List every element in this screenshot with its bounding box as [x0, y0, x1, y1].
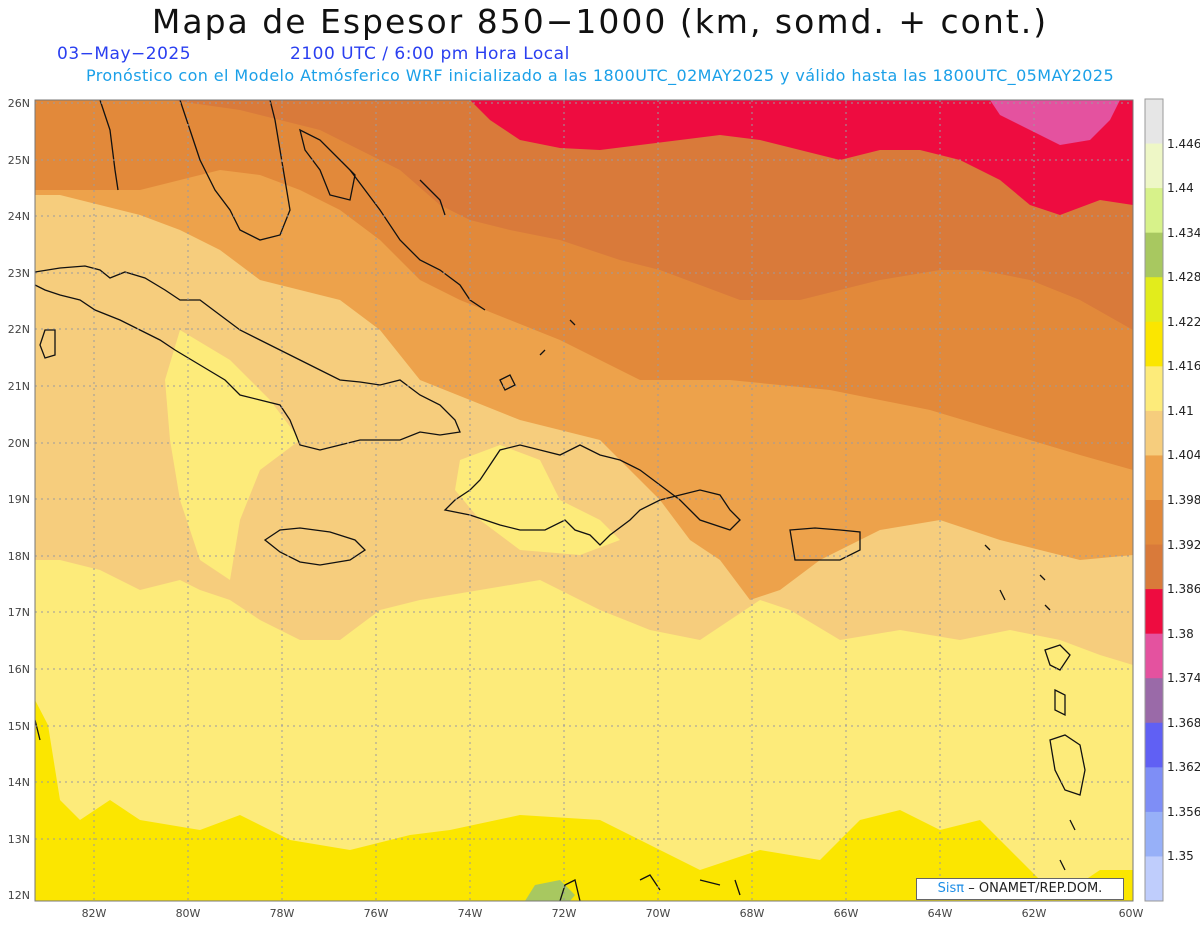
colorbar-segment — [1145, 366, 1163, 412]
colorbar-frame — [1144, 98, 1164, 902]
colorbar-segment — [1145, 500, 1163, 546]
lon-label: 72W — [552, 907, 577, 920]
colorbar-segment — [1145, 321, 1163, 367]
lat-label: 18N — [8, 550, 30, 563]
lat-label: 15N — [8, 720, 30, 733]
thickness-band-1410-interior — [165, 330, 300, 580]
coast-andros — [299, 128, 356, 201]
lon-label: 70W — [646, 907, 671, 920]
colorbar-label: 1.392 — [1167, 537, 1200, 552]
lat-label: 19N — [8, 493, 30, 506]
coastlines — [35, 100, 1086, 901]
lat-label: 25N — [8, 154, 30, 167]
coast-jamaica — [263, 527, 367, 566]
lat-label: 26N — [8, 97, 30, 110]
lat-labels: 26N 25N 24N 23N 22N 21N 20N 19N 18N 17N … — [8, 97, 30, 902]
colorbar-segment — [1145, 856, 1163, 902]
colorbar-label: 1.422 — [1167, 314, 1200, 329]
lon-label: 64W — [928, 907, 953, 920]
credit-org: – ONAMET/REP.DOM. — [968, 881, 1103, 896]
colorbar-label: 1.386 — [1167, 582, 1200, 597]
forecast-date: 03−May−2025 — [57, 44, 192, 64]
lon-label: 78W — [270, 907, 295, 920]
colorbar-label: 1.374 — [1167, 671, 1200, 686]
colorbar-segment — [1145, 811, 1163, 857]
colorbar-label: 1.434 — [1167, 225, 1200, 240]
coast-florida — [179, 100, 291, 241]
colorbar-segment — [1145, 410, 1163, 456]
coast-south-america — [35, 719, 741, 901]
model-info: Pronóstico con el Modelo Atmósferico WRF… — [85, 66, 1115, 85]
colorbar-label: 1.368 — [1167, 715, 1200, 730]
colorbar-segment — [1145, 232, 1163, 278]
thickness-band-1428-patch — [525, 880, 575, 901]
lon-label: 60W — [1119, 907, 1144, 920]
coast-lesser-antilles — [984, 544, 1086, 871]
colorbar-label: 1.35 — [1167, 849, 1194, 864]
colorbar — [1144, 98, 1164, 902]
thickness-band-1410-hispaniola — [455, 445, 620, 555]
colorbar-label: 1.44 — [1167, 181, 1194, 196]
lon-label: 76W — [364, 907, 389, 920]
colorbar-segment — [1145, 277, 1163, 323]
colorbar-label: 1.398 — [1167, 493, 1200, 507]
lon-labels: 82W 80W 78W 76W 74W 72W 70W 68W 66W 64W … — [82, 907, 1144, 920]
lat-label: 17N — [8, 606, 30, 619]
lat-label: 12N — [8, 889, 30, 902]
lon-label: 68W — [740, 907, 765, 920]
colorbar-segment — [1145, 455, 1163, 501]
lon-label: 62W — [1022, 907, 1047, 920]
colorbar-segment — [1145, 99, 1163, 145]
coast-isla-juventud — [39, 329, 56, 359]
credit-sis: Sisπ — [937, 881, 965, 896]
lon-label: 80W — [176, 907, 201, 920]
lon-label: 66W — [834, 907, 859, 920]
lat-label: 23N — [8, 267, 30, 280]
lat-label: 24N — [8, 210, 30, 223]
colorbar-segment — [1145, 188, 1163, 234]
lat-label: 16N — [8, 663, 30, 676]
colorbar-label: 1.416 — [1167, 359, 1200, 374]
colorbar-segment — [1145, 143, 1163, 189]
forecast-time: 2100 UTC / 6:00 pm Hora Local — [290, 44, 570, 64]
coast-bahamas-islands — [419, 179, 576, 391]
map-frame — [34, 99, 1134, 902]
lat-label: 13N — [8, 833, 30, 846]
coast-florida-west — [99, 100, 119, 191]
colorbar-label: 1.38 — [1167, 626, 1194, 641]
credit-box: Sisπ – ONAMET/REP.DOM. — [916, 878, 1124, 900]
lat-label: 14N — [8, 776, 30, 789]
thickness-band-1374 — [990, 100, 1120, 145]
colorbar-label: 1.356 — [1167, 804, 1200, 819]
page-title: Mapa de Espesor 850−1000 (km, somd. + co… — [151, 2, 1049, 41]
thickness-band-1416-south — [35, 700, 1133, 901]
lon-label: 82W — [82, 907, 107, 920]
colorbar-label: 1.446 — [1167, 136, 1200, 151]
lon-label: 74W — [458, 907, 483, 920]
lat-label: 22N — [8, 323, 30, 336]
thickness-band-1386 — [170, 100, 1133, 330]
colorbar-segment — [1145, 678, 1163, 724]
thickness-band-1380 — [470, 100, 1133, 215]
colorbar-label: 1.362 — [1167, 760, 1200, 775]
colorbar-segment — [1145, 767, 1163, 813]
colorbar-segment — [1145, 544, 1163, 590]
coast-cuba — [35, 265, 461, 451]
coast-hispaniola — [443, 444, 741, 546]
coast-bahamas — [349, 169, 486, 311]
colorbar-label: 1.404 — [1167, 448, 1200, 463]
lat-label: 20N — [8, 437, 30, 450]
colorbar-label: 1.41 — [1167, 403, 1194, 418]
graticule — [35, 100, 1133, 901]
coast-puerto-rico — [789, 527, 861, 561]
colorbar-segment — [1145, 633, 1163, 679]
colorbar-segment — [1145, 589, 1163, 635]
colorbar-segment — [1145, 722, 1163, 768]
colorbar-label: 1.428 — [1167, 270, 1200, 285]
lat-label: 21N — [8, 380, 30, 393]
